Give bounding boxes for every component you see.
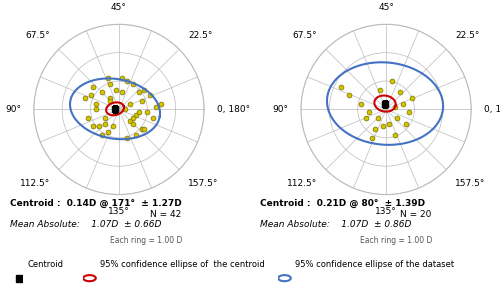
Text: 112.5°: 112.5°	[20, 179, 50, 188]
Text: Each ring = 1.00 D: Each ring = 1.00 D	[360, 236, 432, 245]
Text: Each ring = 1.00 D: Each ring = 1.00 D	[110, 236, 182, 245]
Text: N = 42: N = 42	[150, 210, 181, 219]
Bar	[16, 275, 22, 282]
Text: 22.5°: 22.5°	[456, 31, 479, 40]
Text: 135°: 135°	[108, 207, 130, 216]
Text: Mean Absolute:    1.07D  ± 0.66D: Mean Absolute: 1.07D ± 0.66D	[10, 220, 162, 230]
Text: Centroid: Centroid	[28, 260, 64, 269]
Text: 112.5°: 112.5°	[286, 179, 317, 188]
Text: N = 20: N = 20	[400, 210, 432, 219]
Text: 67.5°: 67.5°	[292, 31, 317, 40]
Text: 95% confidence ellipse of the dataset: 95% confidence ellipse of the dataset	[295, 260, 454, 269]
Text: 135°: 135°	[375, 207, 397, 216]
Text: 90°: 90°	[5, 105, 21, 114]
Text: 45°: 45°	[378, 2, 394, 12]
Text: 0, 180°: 0, 180°	[484, 105, 500, 114]
Text: Mean Absolute:    1.07D  ± 0.86D: Mean Absolute: 1.07D ± 0.86D	[260, 220, 412, 230]
Text: 0, 180°: 0, 180°	[217, 105, 250, 114]
Text: 157.5°: 157.5°	[188, 179, 218, 188]
Text: 22.5°: 22.5°	[188, 31, 212, 40]
Text: 45°: 45°	[111, 2, 127, 12]
Text: 90°: 90°	[272, 105, 288, 114]
Text: 67.5°: 67.5°	[25, 31, 50, 40]
Text: 157.5°: 157.5°	[456, 179, 486, 188]
Text: Centroid :  0.14D @ 171°  ± 1.27D: Centroid : 0.14D @ 171° ± 1.27D	[10, 199, 182, 208]
Text: 95% confidence ellipse of  the centroid: 95% confidence ellipse of the centroid	[100, 260, 265, 269]
Text: Centroid :  0.21D @ 80°  ± 1.39D: Centroid : 0.21D @ 80° ± 1.39D	[260, 199, 425, 208]
